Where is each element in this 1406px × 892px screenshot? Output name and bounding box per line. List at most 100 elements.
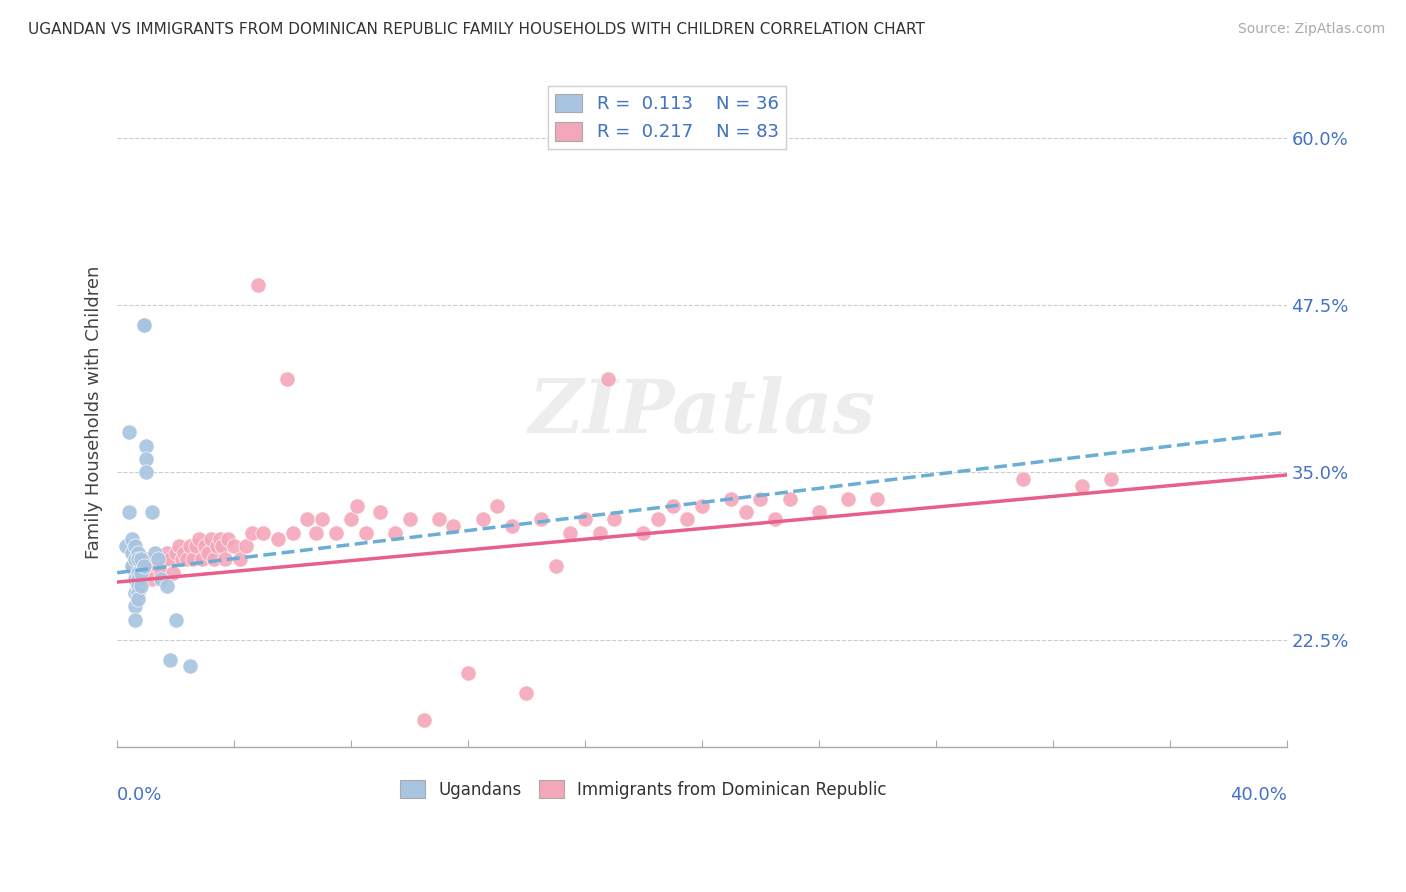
Point xyxy=(598,371,620,385)
Point xyxy=(121,546,143,560)
Point xyxy=(205,539,228,553)
Point xyxy=(132,566,155,580)
Point xyxy=(501,519,523,533)
Point xyxy=(224,539,246,553)
Point xyxy=(167,539,190,553)
Point xyxy=(127,592,149,607)
Point xyxy=(179,659,201,673)
Point xyxy=(214,552,236,566)
Text: ZIPatlas: ZIPatlas xyxy=(529,376,876,449)
Point xyxy=(135,465,157,479)
Point xyxy=(138,559,160,574)
Point xyxy=(132,318,155,332)
Point xyxy=(173,546,195,560)
Point xyxy=(276,371,298,385)
Point xyxy=(146,552,169,566)
Point xyxy=(633,525,655,540)
Point xyxy=(217,533,239,547)
Point xyxy=(156,546,179,560)
Point xyxy=(153,552,176,566)
Point xyxy=(807,506,830,520)
Text: 40.0%: 40.0% xyxy=(1230,786,1286,805)
Point xyxy=(129,573,152,587)
Point xyxy=(340,512,363,526)
Point xyxy=(1012,472,1035,486)
Point xyxy=(162,566,184,580)
Point xyxy=(181,552,204,566)
Point xyxy=(690,499,713,513)
Point xyxy=(197,546,219,560)
Point xyxy=(267,533,290,547)
Point xyxy=(1071,478,1094,492)
Point xyxy=(311,512,333,526)
Point xyxy=(165,546,187,560)
Point xyxy=(603,512,626,526)
Point xyxy=(132,559,155,574)
Point xyxy=(143,552,166,566)
Point xyxy=(441,519,464,533)
Point xyxy=(647,512,669,526)
Point xyxy=(129,566,152,580)
Point xyxy=(135,552,157,566)
Point xyxy=(115,539,138,553)
Point xyxy=(305,525,328,540)
Point xyxy=(240,525,263,540)
Point xyxy=(170,552,193,566)
Point xyxy=(1099,472,1122,486)
Point xyxy=(235,539,257,553)
Point xyxy=(574,512,596,526)
Point xyxy=(544,559,567,574)
Point xyxy=(118,425,141,439)
Point xyxy=(124,552,146,566)
Point xyxy=(471,512,494,526)
Point xyxy=(124,599,146,614)
Point xyxy=(779,491,801,506)
Point xyxy=(121,559,143,574)
Point xyxy=(184,539,207,553)
Point xyxy=(124,539,146,553)
Text: 0.0%: 0.0% xyxy=(117,786,163,805)
Point xyxy=(121,559,143,574)
Point xyxy=(188,533,211,547)
Point xyxy=(127,573,149,587)
Point xyxy=(179,539,201,553)
Point xyxy=(150,573,173,587)
Point xyxy=(661,499,683,513)
Point xyxy=(124,573,146,587)
Point xyxy=(127,559,149,574)
Point xyxy=(346,499,368,513)
Point xyxy=(200,533,222,547)
Point xyxy=(127,552,149,566)
Point xyxy=(129,579,152,593)
Point xyxy=(246,277,269,292)
Point xyxy=(135,451,157,466)
Point xyxy=(146,559,169,574)
Point xyxy=(141,506,163,520)
Point xyxy=(560,525,582,540)
Point xyxy=(252,525,274,540)
Point xyxy=(127,579,149,593)
Point xyxy=(734,506,756,520)
Point xyxy=(127,546,149,560)
Point xyxy=(118,506,141,520)
Point xyxy=(384,525,406,540)
Point xyxy=(121,533,143,547)
Point xyxy=(127,566,149,580)
Point xyxy=(368,506,391,520)
Point xyxy=(588,525,610,540)
Point xyxy=(398,512,420,526)
Point xyxy=(202,552,225,566)
Point xyxy=(229,552,252,566)
Point xyxy=(141,573,163,587)
Point xyxy=(749,491,772,506)
Point xyxy=(156,579,179,593)
Point xyxy=(132,318,155,332)
Point xyxy=(159,552,181,566)
Point xyxy=(427,512,450,526)
Point xyxy=(676,512,699,526)
Point xyxy=(176,552,198,566)
Point xyxy=(194,539,217,553)
Point xyxy=(413,713,436,727)
Point xyxy=(763,512,786,526)
Point xyxy=(837,491,859,506)
